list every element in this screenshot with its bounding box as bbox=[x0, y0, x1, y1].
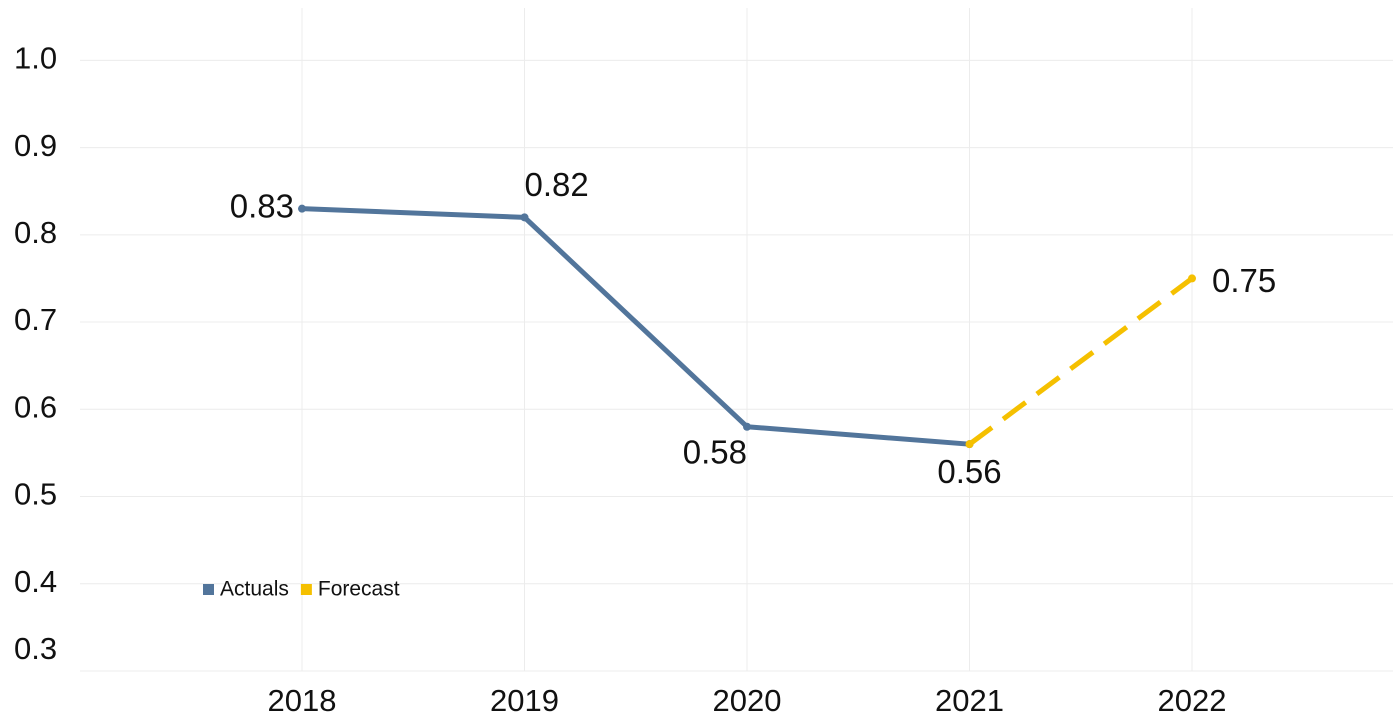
y-tick-label: 0.8 bbox=[14, 215, 57, 250]
data-label: 0.56 bbox=[937, 453, 1001, 490]
x-tick-label: 2019 bbox=[490, 683, 559, 718]
legend-label: Actuals bbox=[220, 578, 289, 601]
point bbox=[1188, 274, 1196, 283]
x-tick-label: 2022 bbox=[1158, 683, 1227, 718]
y-tick-label: 0.4 bbox=[14, 564, 57, 599]
data-label: 0.58 bbox=[683, 433, 747, 470]
point bbox=[298, 204, 306, 213]
x-tick-label: 2018 bbox=[268, 683, 337, 718]
line bbox=[301, 206, 970, 447]
legend-label: Forecast bbox=[318, 578, 400, 601]
point bbox=[965, 440, 974, 449]
data-label: 0.75 bbox=[1212, 262, 1276, 299]
legend-swatch bbox=[203, 584, 214, 595]
y-tick-label: 0.6 bbox=[14, 389, 57, 424]
point bbox=[743, 422, 751, 431]
legend-swatch bbox=[300, 584, 312, 595]
y-tick-label: 0.9 bbox=[14, 128, 57, 163]
y-tick-label: 1.0 bbox=[14, 41, 57, 76]
y-tick-label: 0.5 bbox=[14, 477, 57, 512]
y-tick-label: 0.3 bbox=[14, 631, 57, 666]
line bbox=[968, 276, 1194, 447]
x-tick-label: 2021 bbox=[935, 683, 1004, 718]
y-tick-label: 0.7 bbox=[14, 302, 57, 337]
x-tick-label: 2020 bbox=[713, 683, 782, 718]
data-label: 0.82 bbox=[525, 166, 589, 203]
data-label: 0.83 bbox=[230, 187, 294, 224]
point bbox=[520, 213, 529, 222]
